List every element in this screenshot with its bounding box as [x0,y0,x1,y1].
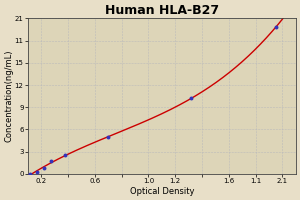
Point [63,154,68,157]
Point [273,26,278,29]
Point [189,97,194,100]
Point [28,172,33,175]
Title: Human HLA-B27: Human HLA-B27 [105,4,219,17]
Y-axis label: Concentration(ng/mL): Concentration(ng/mL) [4,50,13,142]
Point [48,160,53,163]
Point [41,167,46,170]
Point [35,170,40,174]
X-axis label: Optical Density: Optical Density [130,187,194,196]
Point [106,135,111,138]
